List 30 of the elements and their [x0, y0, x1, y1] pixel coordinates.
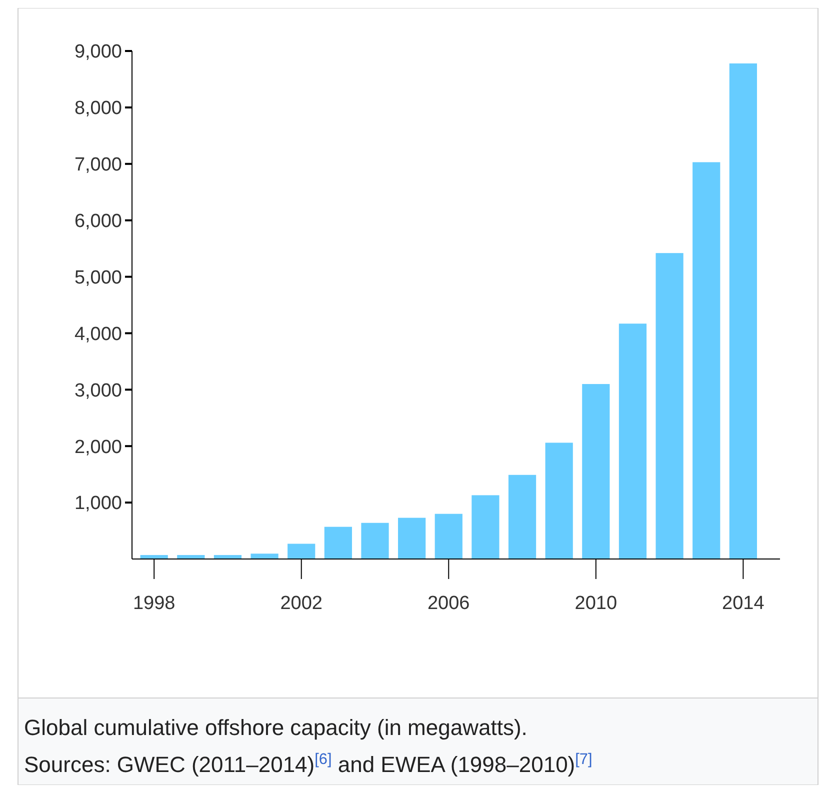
y-tick-label: 6,000	[74, 210, 122, 232]
bar	[545, 442, 573, 559]
y-tick-label: 3,000	[74, 380, 122, 402]
bar	[361, 522, 389, 559]
bar	[398, 518, 426, 559]
y-tick-label: 1,000	[74, 493, 122, 514]
bar	[692, 162, 720, 559]
bar	[582, 384, 610, 559]
bar	[508, 474, 536, 559]
bar	[472, 495, 500, 559]
x-tick-label: 1998	[132, 593, 176, 614]
bar	[729, 63, 757, 559]
y-tick-label: 5,000	[74, 267, 122, 288]
y-tick-label: 4,000	[74, 324, 122, 345]
bar	[434, 514, 462, 559]
x-tick-label: 2010	[574, 593, 618, 614]
source-note: Sources: GWEC (2011–2014)$^{[6]}$ and EWEA (1998–2010)$^{[7]}$	[24, 750, 592, 777]
y-tick-label: 2,000	[74, 436, 122, 458]
y-tick-label: 7,000	[74, 154, 122, 176]
y-tick-label: 9,000	[74, 42, 122, 63]
text: Global cumulative offshore capacity (in megawatts).	[24, 715, 528, 740]
bar	[656, 253, 684, 559]
bar	[618, 324, 647, 559]
y-tick-label: 8,000	[74, 98, 122, 120]
bar	[250, 554, 278, 559]
bar	[288, 544, 316, 559]
x-tick-label: 2006	[427, 593, 470, 614]
x-tick-label: 2014	[722, 593, 765, 614]
x-tick-label: 2002	[280, 593, 323, 614]
bar	[324, 526, 352, 559]
